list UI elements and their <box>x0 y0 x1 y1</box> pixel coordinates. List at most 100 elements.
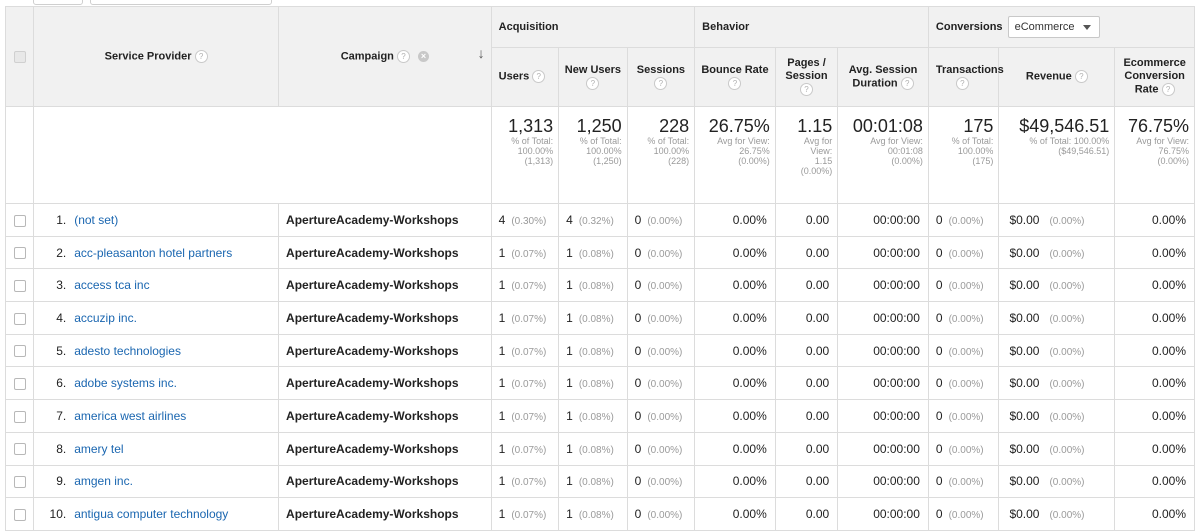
pages-session-label-1: Pages / <box>787 57 826 70</box>
help-icon[interactable]: ? <box>1074 70 1088 84</box>
sessions-pct: (0.00%) <box>647 313 683 325</box>
pages-session-cell: 0.00 <box>774 203 839 237</box>
table-row: 8. amery tel ApertureAcademy-Workshops 1 (0.… <box>4 431 1195 466</box>
service-provider-link[interactable]: access tca inc <box>74 278 150 293</box>
sessions-value: 0 <box>634 245 642 260</box>
help-icon[interactable]: ? <box>800 83 813 97</box>
help-icon[interactable]: ? <box>900 76 914 90</box>
ecr-cell: 0.00% <box>1114 366 1195 401</box>
avg-session-duration-header[interactable]: Avg. Session Duration ? <box>837 47 929 107</box>
row-checkbox-cell <box>4 464 35 499</box>
row-checkbox-cell <box>4 268 35 303</box>
transactions-value: 0 <box>935 474 943 489</box>
revenue-pct: (0.00%) <box>1049 510 1085 522</box>
help-icon[interactable]: ? <box>955 76 969 90</box>
ecommerce-conversion-rate-header[interactable]: Ecommerce Conversion Rate ? <box>1114 47 1195 107</box>
help-icon[interactable]: ? <box>396 50 410 63</box>
remove-dimension-icon[interactable]: × <box>417 51 429 62</box>
service-provider-link[interactable]: (not set) <box>74 212 119 227</box>
new-users-value: 1 <box>566 245 573 260</box>
pages-session-cell: 0.00 <box>774 235 839 270</box>
view-toggle-button[interactable] <box>33 0 83 5</box>
service-provider-cell: 8. amery tel <box>33 431 280 466</box>
row-checkbox[interactable] <box>13 476 26 489</box>
total-pages-session: 1.15 Avg for View: 1.15 (0.00%) <box>774 106 839 204</box>
revenue-header[interactable]: Revenue ? <box>998 47 1116 107</box>
row-number: 1. <box>56 212 67 227</box>
revenue-cell: $0.00 (0.00%) <box>998 235 1116 270</box>
new-users-pct: (0.32%) <box>578 215 614 227</box>
users-pct: (0.07%) <box>511 379 547 391</box>
service-provider-cell: 3. access tca inc <box>33 268 280 303</box>
help-icon[interactable]: ? <box>1161 83 1175 97</box>
pages-session-header[interactable]: Pages / Session? <box>774 47 839 107</box>
row-checkbox[interactable] <box>13 345 26 358</box>
row-number: 8. <box>56 441 67 456</box>
sessions-pct: (0.00%) <box>647 379 683 391</box>
help-icon[interactable]: ? <box>532 70 546 84</box>
total-new-users-l3: (1,250) <box>593 156 622 166</box>
total-sessions-l1: % of Total: <box>647 136 690 146</box>
users-value: 4 <box>498 212 506 227</box>
sessions-cell: 0 (0.00%) <box>626 464 696 499</box>
ecr-label-1: Ecommerce <box>1123 57 1186 70</box>
row-checkbox[interactable] <box>13 280 26 293</box>
campaign-cell: ApertureAcademy-Workshops <box>278 333 492 368</box>
row-number: 9. <box>56 474 67 489</box>
service-provider-link[interactable]: adesto technologies <box>74 343 181 358</box>
help-icon[interactable]: ? <box>586 76 600 90</box>
service-provider-cell: 10. antigua computer technology <box>33 497 280 531</box>
new-users-cell: 1 (0.08%) <box>558 301 628 335</box>
row-checkbox[interactable] <box>13 410 26 423</box>
row-checkbox[interactable] <box>13 378 26 391</box>
row-checkbox[interactable] <box>13 214 26 227</box>
row-checkbox-cell <box>4 333 35 368</box>
total-bounce-rate: 26.75% Avg for View: 26.75% (0.00%) <box>694 106 776 204</box>
help-icon[interactable]: ? <box>654 76 668 90</box>
transactions-value: 0 <box>935 441 943 456</box>
total-duration-value: 00:01:08 <box>852 116 923 136</box>
service-provider-header[interactable]: Service Provider ? <box>33 6 280 107</box>
new-users-value: 1 <box>566 441 573 456</box>
service-provider-link[interactable]: america west airlines <box>74 408 187 423</box>
service-provider-link[interactable]: acc-pleasanton hotel partners <box>74 245 233 260</box>
revenue-cell: $0.00 (0.00%) <box>998 301 1116 335</box>
service-provider-link[interactable]: antigua computer technology <box>74 507 229 522</box>
service-provider-link[interactable]: accuzip inc. <box>74 310 137 325</box>
row-checkbox[interactable] <box>13 312 26 325</box>
total-users-l3: (1,313) <box>524 156 554 166</box>
campaign-header[interactable]: Campaign ? × ↓ <box>278 6 492 107</box>
new-users-header[interactable]: New Users? <box>558 47 628 107</box>
ecr-label-3: Rate <box>1134 83 1159 96</box>
bounce-rate-header[interactable]: Bounce Rate? <box>694 47 776 107</box>
row-checkbox-cell <box>4 235 35 270</box>
sessions-header[interactable]: Sessions? <box>626 47 696 107</box>
row-checkbox[interactable] <box>13 508 26 521</box>
sort-descending-icon[interactable]: ↓ <box>477 45 485 61</box>
new-users-cell: 1 (0.08%) <box>558 497 628 531</box>
behavior-group-header: Behavior <box>694 6 929 48</box>
row-checkbox[interactable] <box>13 443 26 456</box>
total-sessions: 228 % of Total: 100.00% (228) <box>626 106 696 204</box>
total-new-users-value: 1,250 <box>576 116 622 136</box>
conversions-goal-select[interactable]: eCommerce <box>1007 16 1100 38</box>
help-icon[interactable]: ? <box>194 50 208 63</box>
ecr-cell: 0.00% <box>1114 268 1195 303</box>
transactions-header[interactable]: Transactions? <box>927 47 1004 107</box>
service-provider-link[interactable]: amery tel <box>74 441 124 456</box>
users-pct: (0.07%) <box>511 248 547 260</box>
service-provider-link[interactable]: adobe systems inc. <box>74 376 177 391</box>
revenue-pct: (0.00%) <box>1049 379 1085 391</box>
new-users-pct: (0.08%) <box>578 444 614 456</box>
row-checkbox[interactable] <box>13 247 26 260</box>
transactions-pct: (0.00%) <box>948 411 984 423</box>
conversions-group-header: Conversions eCommerce <box>927 6 1196 48</box>
secondary-dimension-selector[interactable] <box>90 0 272 5</box>
help-icon[interactable]: ? <box>728 76 742 90</box>
select-all-checkbox[interactable] <box>13 50 26 63</box>
users-header[interactable]: Users ? <box>490 47 560 107</box>
revenue-value: $0.00 <box>1009 310 1040 325</box>
sessions-pct: (0.00%) <box>647 281 683 293</box>
service-provider-link[interactable]: amgen inc. <box>74 474 133 489</box>
pages-session-label-2: Session <box>785 70 828 83</box>
